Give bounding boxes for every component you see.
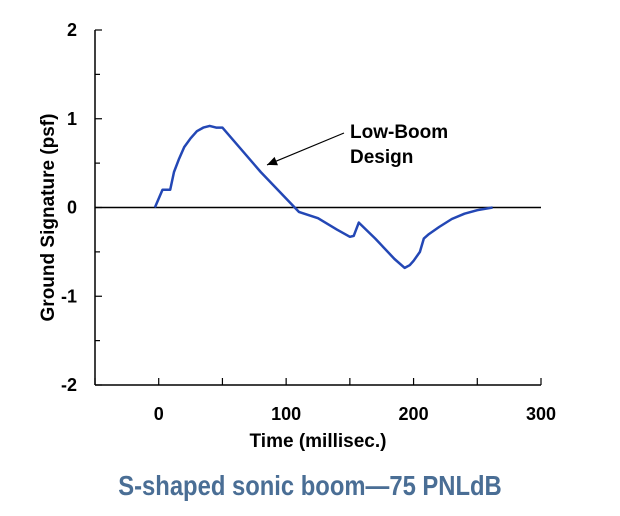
y-tick-label: 0 bbox=[67, 198, 77, 218]
axes-layer bbox=[94, 30, 541, 386]
y-axis-title: Ground Signature (psf) bbox=[38, 114, 59, 322]
ticks-layer: -2 -1 0 1 2 0 100 200 300 bbox=[61, 20, 556, 424]
series-line bbox=[153, 124, 493, 270]
y-tick-label: -2 bbox=[61, 375, 77, 395]
series-layer bbox=[153, 124, 493, 270]
x-tick-label: 100 bbox=[271, 404, 301, 424]
x-tick-label: 300 bbox=[526, 404, 556, 424]
y-tick-label: 2 bbox=[67, 20, 77, 40]
annotation-layer: Low-Boom Design bbox=[266, 122, 448, 168]
x-axis-title: Time (millisec.) bbox=[250, 431, 387, 452]
annotation-arrow bbox=[266, 132, 345, 166]
y-tick-label: -1 bbox=[61, 286, 77, 306]
x-tick-label: 200 bbox=[399, 404, 429, 424]
figure-caption: S-shaped sonic boom—75 PNLdB bbox=[118, 470, 502, 501]
chart: -2 -1 0 1 2 0 100 200 300 Low-Boom Design Time (m… bbox=[38, 20, 556, 452]
x-tick-label: 0 bbox=[154, 404, 164, 424]
annotation-text: Low-Boom bbox=[350, 122, 448, 143]
annotation-text: Design bbox=[350, 147, 413, 168]
annotation-arrowhead bbox=[267, 156, 278, 166]
y-tick-label: 1 bbox=[67, 109, 77, 129]
